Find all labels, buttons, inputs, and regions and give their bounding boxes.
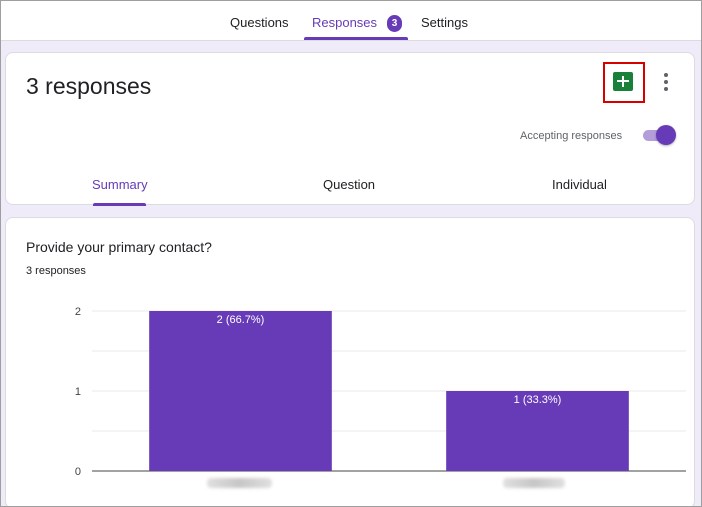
active-subtab-indicator (93, 203, 146, 206)
question-title: Provide your primary contact? (26, 239, 212, 255)
bar (446, 391, 629, 471)
question-summary-card: Provide your primary contact? 3 response… (5, 217, 695, 507)
more-vert-icon[interactable] (659, 71, 673, 93)
y-tick-label: 2 (75, 306, 81, 318)
responses-header-card: 3 responses Accepting responses Summary … (5, 52, 695, 206)
y-tick-label: 0 (75, 466, 81, 478)
question-response-count: 3 responses (26, 265, 86, 277)
accepting-responses-toggle[interactable] (641, 125, 677, 145)
accepting-responses-label: Accepting responses (520, 130, 623, 142)
highlight-box (603, 62, 645, 103)
responses-count-badge: 3 (387, 15, 402, 32)
blurred-category-label (503, 478, 565, 488)
google-sheets-icon[interactable] (613, 72, 633, 91)
responses-bar-chart: 0 1 2 2 (66.7%) 1 (33.3%) (75, 306, 686, 478)
tab-questions[interactable]: Questions (230, 15, 289, 30)
active-tab-indicator (304, 37, 408, 40)
bar (149, 311, 332, 471)
bar-data-label: 1 (33.3%) (514, 394, 562, 406)
toggle-knob (656, 125, 676, 145)
subtab-individual[interactable]: Individual (552, 177, 607, 192)
responses-title: 3 responses (26, 73, 152, 99)
subtab-summary[interactable]: Summary (92, 177, 148, 192)
bar-data-label: 2 (66.7%) (217, 314, 265, 326)
tab-responses[interactable]: Responses (312, 15, 378, 30)
blurred-category-label (207, 478, 272, 488)
tab-settings[interactable]: Settings (421, 15, 468, 30)
top-tab-bar: Questions Responses 3 Settings (1, 1, 701, 41)
subtab-question[interactable]: Question (323, 177, 376, 192)
y-tick-label: 1 (75, 386, 81, 398)
